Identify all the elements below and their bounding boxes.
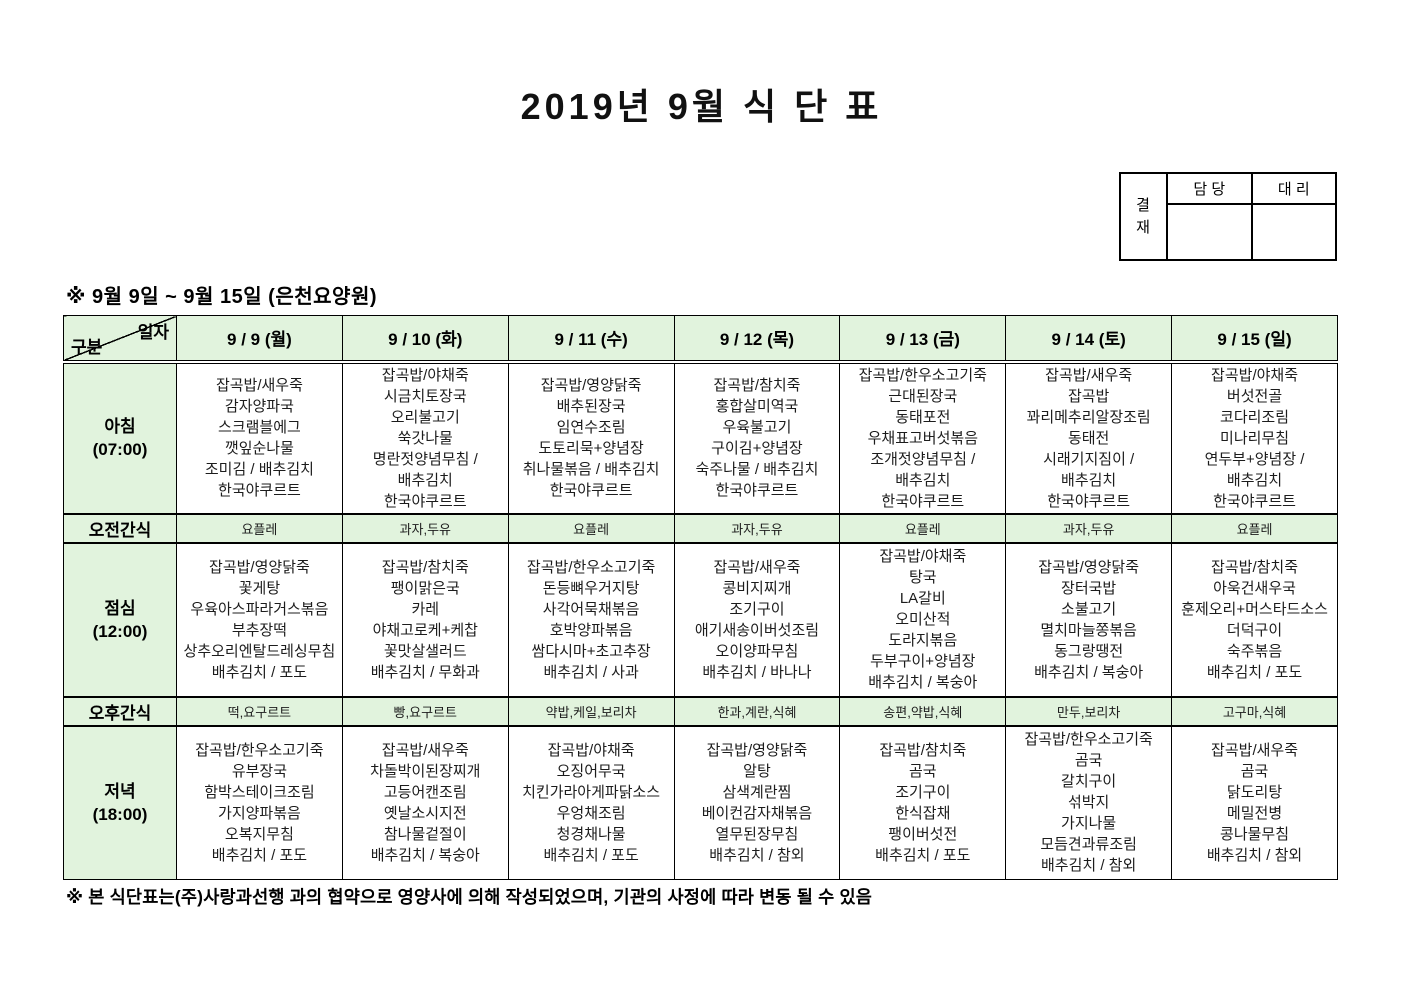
dinner-row: 저녁 (18:00) 잡곡밥/한우소고기죽 유부장국 함박스테이크조림 가지양파… — [63, 725, 1338, 880]
pm-snack-cell-fri: 송편,약밥,식혜 — [839, 695, 1007, 727]
breakfast-cell-sat: 잡곡밥/새우죽 잡곡밥 꽈리메추리알장조림 동태전 시래기지짐이 / 배추김치 … — [1005, 361, 1173, 514]
pm-snack-cell-sun: 고구마,식혜 — [1171, 695, 1338, 727]
day-header-tue: 9 / 10 (화) — [341, 315, 509, 364]
lunch-cell-sat: 잡곡밥/영양닭죽 장터국밥 소불고기 멸치마늘쫑볶음 동그랑땡전 배추김치 / … — [1005, 542, 1173, 697]
pm-snack-row-label: 오후간식 — [63, 695, 177, 727]
corner-label-category: 구분 — [71, 337, 103, 357]
pm-snack-cell-mon: 떡,요구르트 — [176, 695, 343, 727]
approval-box: 결 재 담 당 대 리 — [1119, 172, 1337, 261]
lunch-cell-fri: 잡곡밥/야채죽 탕국 LA갈비 오미산적 도라지볶음 두부구이+양념장 배추김치… — [839, 542, 1007, 697]
am-snack-cell-thu: 과자,두유 — [673, 512, 841, 544]
am-snack-cell-sat: 과자,두유 — [1005, 512, 1173, 544]
dinner-cell-wed: 잡곡밥/야채죽 오징어무국 치킨가라아게파닭소스 우엉채조림 청경채나물 배추김… — [507, 725, 675, 880]
dinner-cell-thu: 잡곡밥/영양닭죽 알탕 삼색계란찜 베이컨감자채볶음 열무된장무침 배추김치 /… — [673, 725, 841, 880]
breakfast-cell-mon: 잡곡밥/새우죽 감자양파국 스크램블에그 깻잎순나물 조미김 / 배추김치 한국… — [176, 361, 343, 514]
pm-snack-cell-tue: 빵,요구르트 — [341, 695, 509, 727]
pm-snack-cell-thu: 한과,계란,식혜 — [673, 695, 841, 727]
am-snack-cell-wed: 요플레 — [507, 512, 675, 544]
dinner-cell-sat: 잡곡밥/한우소고기죽 곰국 갈치구이 섞박지 가지나물 모듬견과류조림 배추김치… — [1005, 725, 1173, 880]
breakfast-cell-sun: 잡곡밥/야채죽 버섯전골 코다리조림 미나리무침 연두부+양념장 / 배추김치 … — [1171, 361, 1338, 514]
contract-footnote: ※ 본 식단표는(주)사랑과선행 과의 협약으로 영양사에 의해 작성되었으며,… — [66, 887, 873, 907]
breakfast-cell-tue: 잡곡밥/야채죽 시금치토장국 오리불고기 쑥갓나물 명란젓양념무침 / 배추김치… — [341, 361, 509, 514]
week-range-subtitle: ※ 9월 9일 ~ 9월 15일 (은천요양원) — [66, 286, 377, 308]
lunch-cell-sun: 잡곡밥/참치죽 아욱건새우국 훈제오리+머스타드소스 더덕구이 숙주볶음 배추김… — [1171, 542, 1338, 697]
am-snack-row-label: 오전간식 — [63, 512, 177, 544]
breakfast-row: 아침 (07:00) 잡곡밥/새우죽 감자양파국 스크램블에그 깻잎순나물 조미… — [63, 361, 1338, 514]
dinner-cell-sun: 잡곡밥/새우죽 곰국 닭도리탕 메밀전병 콩나물무침 배추김치 / 참외 — [1171, 725, 1338, 880]
breakfast-cell-wed: 잡곡밥/영양닭죽 배추된장국 임연수조림 도토리묵+양념장 취나물볶음 / 배추… — [507, 361, 675, 514]
am-snack-cell-fri: 요플레 — [839, 512, 1007, 544]
day-header-fri: 9 / 13 (금) — [839, 315, 1007, 364]
am-snack-row: 오전간식 요플레 과자,두유 요플레 과자,두유 요플레 과자,두유 요플레 — [63, 512, 1338, 544]
breakfast-cell-thu: 잡곡밥/참치죽 홍합살미역국 우육불고기 구이김+양념장 숙주나물 / 배추김치… — [673, 361, 841, 514]
day-header-sun: 9 / 15 (일) — [1171, 315, 1338, 364]
approval-stamp-label: 결 재 — [1119, 172, 1168, 261]
pm-snack-cell-sat: 만두,보리차 — [1005, 695, 1173, 727]
lunch-row: 점심 (12:00) 잡곡밥/영양닭죽 꽃게탕 우육아스파라거스볶음 부추장떡 … — [63, 542, 1338, 697]
dinner-cell-mon: 잡곡밥/한우소고기죽 유부장국 함박스테이크조림 가지양파볶음 오복지무침 배추… — [176, 725, 343, 880]
meal-plan-table: 일자 구분 9 / 9 (월) 9 / 10 (화) 9 / 11 (수) 9 … — [63, 315, 1338, 880]
dinner-cell-fri: 잡곡밥/참치죽 곰국 조기구이 한식잡채 팽이버섯전 배추김치 / 포도 — [839, 725, 1007, 880]
day-header-thu: 9 / 12 (목) — [673, 315, 841, 364]
dinner-row-label: 저녁 (18:00) — [63, 725, 177, 880]
pm-snack-row: 오후간식 떡,요구르트 빵,요구르트 약밥,케일,보리차 한과,계란,식혜 송편… — [63, 695, 1338, 727]
lunch-cell-wed: 잡곡밥/한우소고기죽 돈등뼈우거지탕 사각어묵채볶음 호박양파볶음 쌈다시마+초… — [507, 542, 675, 697]
dinner-cell-tue: 잡곡밥/새우죽 차돌박이된장찌개 고등어캔조림 옛날소시지전 참나물겉절이 배추… — [341, 725, 509, 880]
day-header-sat: 9 / 14 (토) — [1005, 315, 1173, 364]
am-snack-cell-tue: 과자,두유 — [341, 512, 509, 544]
corner-cell: 일자 구분 — [63, 315, 177, 364]
approval-signature-manager — [1166, 203, 1253, 261]
breakfast-row-label: 아침 (07:00) — [63, 361, 177, 514]
am-snack-cell-sun: 요플레 — [1171, 512, 1338, 544]
am-snack-cell-mon: 요플레 — [176, 512, 343, 544]
table-header-row: 일자 구분 9 / 9 (월) 9 / 10 (화) 9 / 11 (수) 9 … — [63, 315, 1338, 364]
lunch-cell-tue: 잡곡밥/참치죽 팽이맑은국 카레 야채고로케+케찹 꽃맛살샐러드 배추김치 / … — [341, 542, 509, 697]
approval-col-manager: 담 당 — [1166, 172, 1253, 205]
page-title: 2019년 9월 식 단 표 — [520, 86, 883, 127]
breakfast-cell-fri: 잡곡밥/한우소고기죽 근대된장국 동태포전 우채표고버섯볶음 조개젓양념무침 /… — [839, 361, 1007, 514]
lunch-cell-mon: 잡곡밥/영양닭죽 꽃게탕 우육아스파라거스볶음 부추장떡 상추오리엔탈드레싱무침… — [176, 542, 343, 697]
corner-label-date: 일자 — [137, 323, 169, 342]
lunch-cell-thu: 잡곡밥/새우죽 콩비지찌개 조기구이 애기새송이버섯조림 오이양파무침 배추김치… — [673, 542, 841, 697]
day-header-wed: 9 / 11 (수) — [507, 315, 675, 364]
approval-col-deputy: 대 리 — [1250, 172, 1337, 205]
lunch-row-label: 점심 (12:00) — [63, 542, 177, 697]
approval-signature-deputy — [1250, 203, 1337, 261]
pm-snack-cell-wed: 약밥,케일,보리차 — [507, 695, 675, 727]
day-header-mon: 9 / 9 (월) — [176, 315, 343, 364]
